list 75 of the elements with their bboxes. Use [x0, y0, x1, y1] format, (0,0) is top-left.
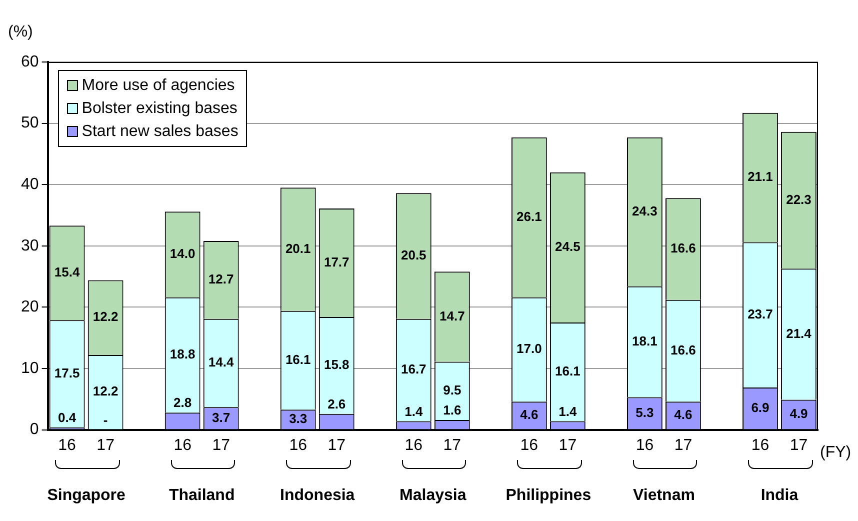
data-label: 17.7	[324, 254, 350, 270]
data-label: 15.4	[54, 264, 80, 280]
data-label: 4.9	[790, 406, 808, 422]
y-tick-label: 30	[21, 237, 39, 254]
x-tick-label: 16	[404, 436, 423, 454]
x-tick-label: 17	[674, 436, 692, 454]
x-tick-label: 16	[289, 436, 308, 454]
x-tick-label: 16	[636, 436, 654, 454]
data-label: 12.2	[92, 384, 118, 399]
data-label: 14.7	[439, 308, 465, 324]
y-tick-label: 10	[21, 360, 39, 377]
text: (FY)	[820, 444, 852, 462]
text: India	[760, 487, 798, 504]
data-label: 18.1	[632, 333, 658, 348]
data-label: 4.6	[674, 407, 692, 422]
legend-label: Bolster existing bases	[82, 100, 238, 118]
data-label: 4.6	[520, 407, 538, 422]
text: (%)	[8, 23, 33, 40]
data-label: 5.3	[636, 404, 654, 420]
text: Vietnam	[632, 487, 695, 504]
data-label: 12.7	[208, 272, 234, 286]
text: Singapore	[47, 487, 126, 504]
text: Thailand	[168, 487, 235, 504]
data-label: 9.5	[443, 382, 462, 398]
data-label: 17.0	[516, 341, 542, 356]
data-label: 16.1	[285, 352, 311, 367]
data-label: 1.6	[443, 402, 462, 418]
text: Indonesia	[280, 487, 355, 504]
data-label: 21.1	[748, 169, 773, 184]
x-tick-label: 17	[558, 436, 577, 454]
data-label: 16.7	[400, 362, 426, 377]
data-label: 2.6	[328, 396, 346, 412]
y-tick-label: 40	[21, 176, 39, 194]
data-label: 17.5	[54, 365, 80, 380]
data-label: 23.7	[748, 306, 773, 322]
data-label: 20.5	[400, 248, 426, 263]
x-tick-label: 17	[212, 436, 230, 454]
data-label: 1.4	[558, 404, 578, 419]
data-label: 12.2	[92, 309, 118, 324]
legend-label: Start new sales bases	[82, 122, 238, 140]
data-label: 2.8	[174, 395, 192, 410]
data-label: 3.7	[212, 410, 230, 425]
data-label: 20.1	[285, 240, 311, 256]
x-tick-label: 16	[58, 436, 76, 454]
y-tick-label: 20	[21, 298, 39, 316]
data-label: 0.4	[58, 410, 77, 425]
data-label: 26.1	[516, 208, 542, 224]
y-tick-label: 60	[21, 53, 39, 70]
text: -	[103, 412, 108, 428]
x-tick-label: 17	[96, 436, 115, 454]
x-tick-label: 16	[174, 436, 192, 454]
data-label: 24.5	[555, 239, 580, 254]
data-label: 14.4	[208, 354, 235, 370]
data-label: 6.9	[751, 400, 770, 415]
data-label: 22.3	[786, 192, 812, 207]
text: Malaysia	[400, 487, 466, 504]
y-tick-label: 0	[30, 421, 39, 438]
data-label: 16.1	[555, 363, 580, 378]
data-label: 3.3	[289, 411, 308, 426]
data-label: 16.6	[670, 342, 696, 358]
data-label: 21.4	[786, 326, 812, 341]
x-tick-label: 16	[520, 436, 538, 454]
text: Philippines	[506, 487, 592, 504]
x-tick-label: 17	[790, 436, 808, 454]
y-tick-label: 50	[21, 114, 39, 132]
x-tick-label: 17	[443, 436, 462, 454]
data-label: 1.4	[404, 404, 424, 419]
x-tick-label: 16	[751, 436, 770, 454]
data-label: 24.3	[632, 203, 658, 218]
data-label: 15.8	[324, 357, 350, 372]
x-tick-label: 17	[328, 436, 346, 454]
data-label: 18.8	[170, 346, 196, 362]
data-label: 14.0	[170, 246, 196, 262]
legend-label: More use of agencies	[82, 76, 235, 94]
data-label: 16.6	[670, 240, 696, 256]
